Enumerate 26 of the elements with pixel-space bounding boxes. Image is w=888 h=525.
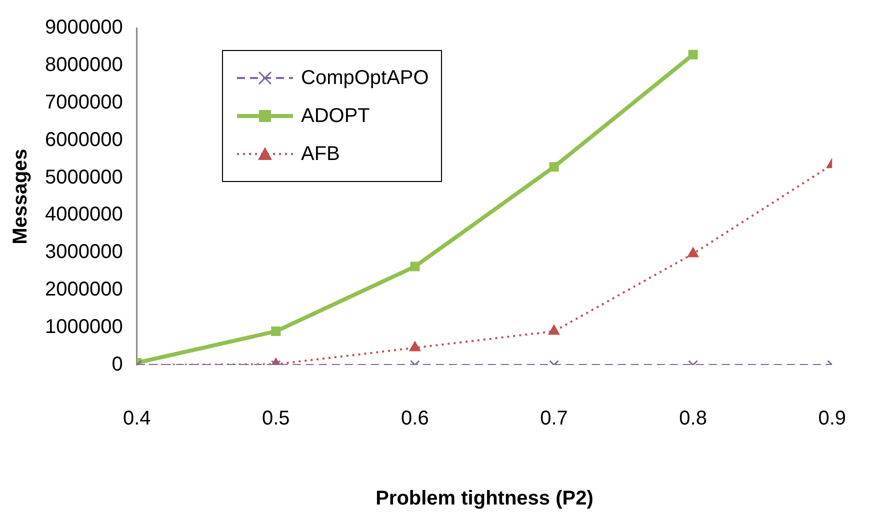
y-tick-label: 1000000: [44, 316, 123, 338]
legend-label: CompOptAPO: [301, 66, 429, 90]
y-tick-label: 8000000: [44, 54, 123, 76]
x-tick-label: 0.9: [818, 408, 846, 430]
x-tick-label: 0.7: [540, 408, 568, 430]
y-tick-label: 6000000: [44, 128, 123, 151]
x-tick-label: 0.8: [679, 408, 707, 430]
x-axis-title: Problem tightness (P2): [376, 488, 594, 510]
legend-label: AFB: [301, 142, 340, 166]
y-tick-label: 0: [112, 354, 123, 376]
x-tick-label: 0.4: [122, 408, 151, 430]
y-tick-label: 5000000: [44, 166, 123, 188]
point: [688, 50, 698, 60]
y-axis-title: Messages: [10, 148, 32, 244]
y-tick-label: 9000000: [44, 16, 123, 39]
point: [548, 324, 560, 335]
point: [549, 162, 559, 172]
legend-label: ADOPT: [301, 104, 370, 128]
y-tick-label: 4000000: [44, 204, 123, 226]
y-tick-label: 2000000: [44, 278, 123, 301]
point: [687, 247, 699, 258]
x-tick-label: 0.6: [401, 408, 429, 430]
point: [409, 341, 421, 352]
x-tick-label: 0.5: [262, 408, 290, 430]
y-tick-label: 7000000: [44, 91, 123, 114]
y-tick-label: 3000000: [44, 241, 123, 264]
